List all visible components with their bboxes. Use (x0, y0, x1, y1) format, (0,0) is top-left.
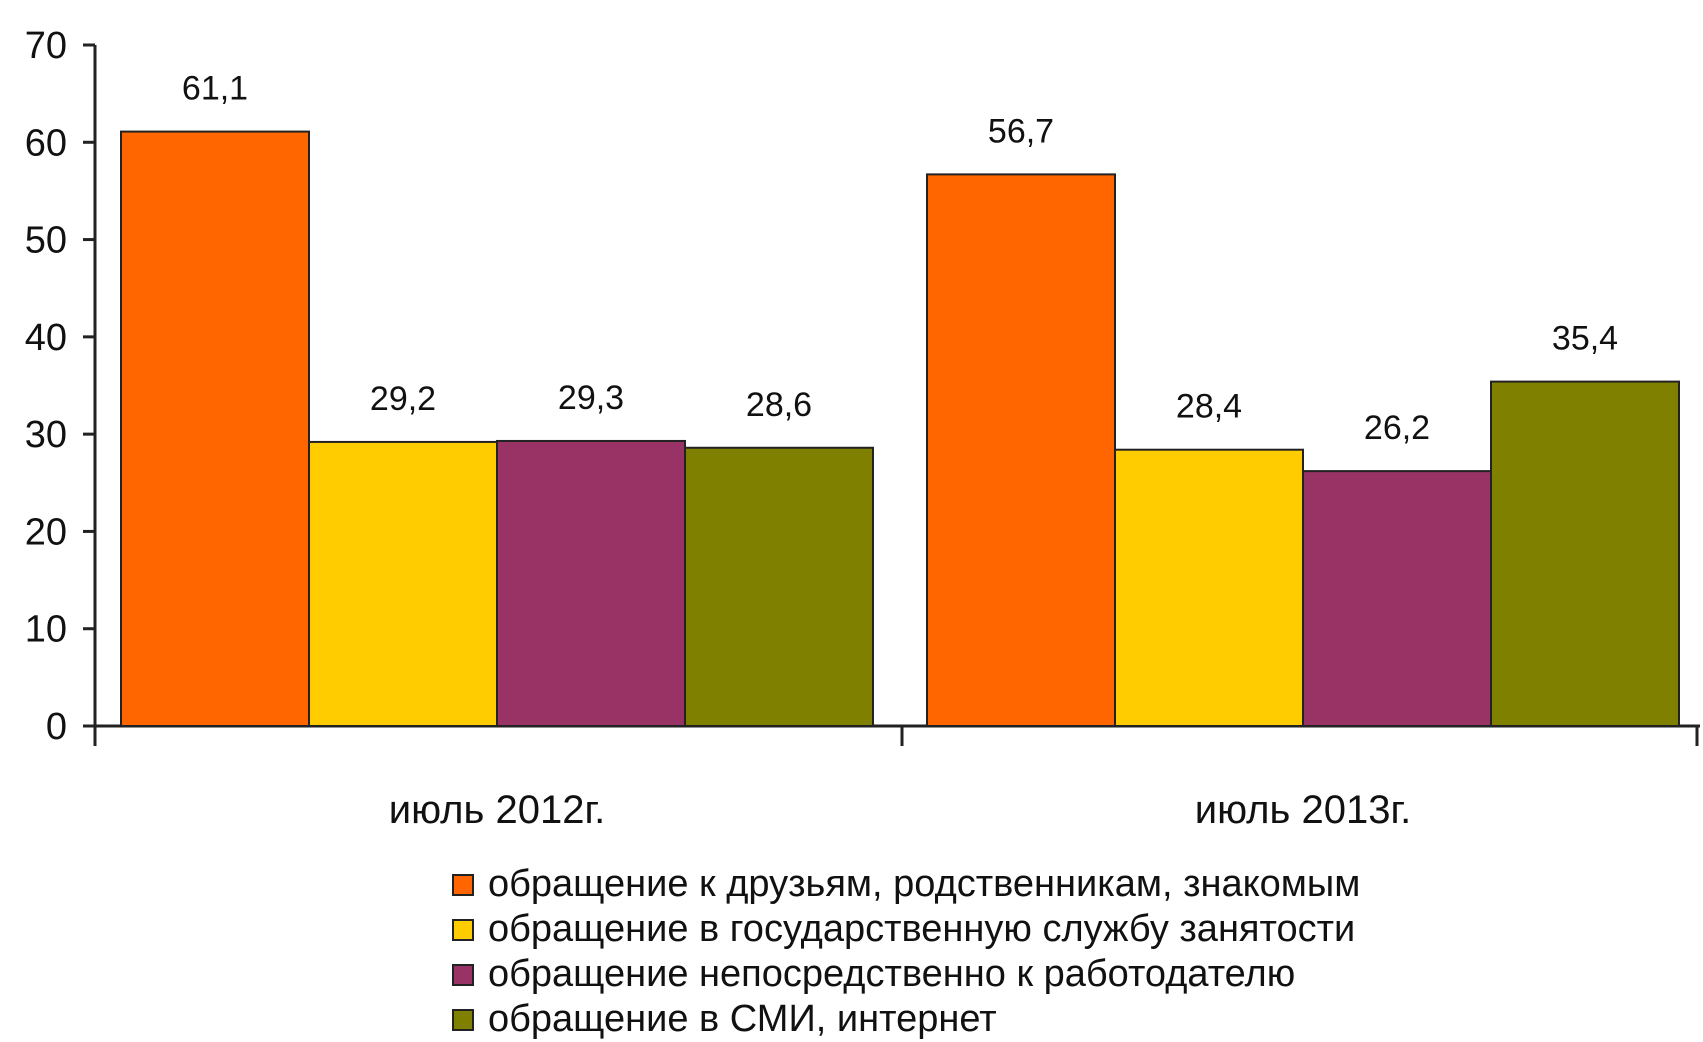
bar (1302, 470, 1492, 727)
legend-label: обращение к друзьям, родственникам, знак… (488, 863, 1361, 905)
legend-swatch (452, 963, 474, 986)
y-tick-label: 30 (25, 414, 67, 456)
y-tick-label: 50 (25, 220, 67, 262)
bar-value-label: 35,4 (1552, 320, 1618, 358)
bar-value-label: 61,1 (182, 70, 248, 108)
bar (684, 446, 874, 727)
bar (1114, 448, 1304, 727)
bar (120, 130, 310, 727)
legend-label: обращение в государственную службу занят… (488, 908, 1356, 950)
legend-label: обращение в СМИ, интернет (488, 998, 997, 1040)
y-tick-label: 60 (25, 122, 67, 164)
legend-swatch (452, 918, 474, 941)
legend-swatch (452, 1008, 474, 1031)
y-axis: 0 10 20 30 40 50 60 70 (25, 25, 97, 748)
bar-value-label: 29,3 (558, 379, 624, 417)
bar-value-label: 56,7 (988, 112, 1054, 150)
bars (120, 130, 1680, 727)
data-labels: 61,1 29,2 29,3 28,6 56,7 28,4 26,2 35,4 (182, 70, 1618, 448)
y-tick-label: 40 (25, 317, 67, 359)
bar-value-label: 29,2 (370, 380, 436, 418)
bar-value-label: 28,6 (746, 386, 812, 424)
legend-swatch (452, 873, 474, 896)
legend-item: обращение в государственную службу занят… (452, 907, 1360, 952)
y-tick-label: 10 (25, 609, 67, 651)
legend-label: обращение непосредственно к работодателю (488, 953, 1296, 995)
bar (308, 440, 498, 727)
legend-item: обращение непосредственно к работодателю (452, 952, 1360, 997)
bar (1490, 380, 1680, 727)
x-axis: июль 2012г. июль 2013г. (83, 724, 1700, 832)
bar (496, 439, 686, 727)
bar-value-label: 26,2 (1364, 409, 1430, 447)
x-category-label: июль 2013г. (1195, 788, 1412, 832)
y-tick-label: 70 (25, 25, 67, 67)
legend: обращение к друзьям, родственникам, знак… (452, 862, 1360, 1042)
y-tick-label: 0 (46, 706, 67, 748)
y-tick-label: 20 (25, 511, 67, 553)
bar (926, 173, 1116, 727)
x-category-label: июль 2012г. (389, 788, 606, 832)
bar-value-label: 28,4 (1176, 388, 1242, 426)
legend-item: обращение в СМИ, интернет (452, 997, 1360, 1042)
legend-item: обращение к друзьям, родственникам, знак… (452, 862, 1360, 907)
